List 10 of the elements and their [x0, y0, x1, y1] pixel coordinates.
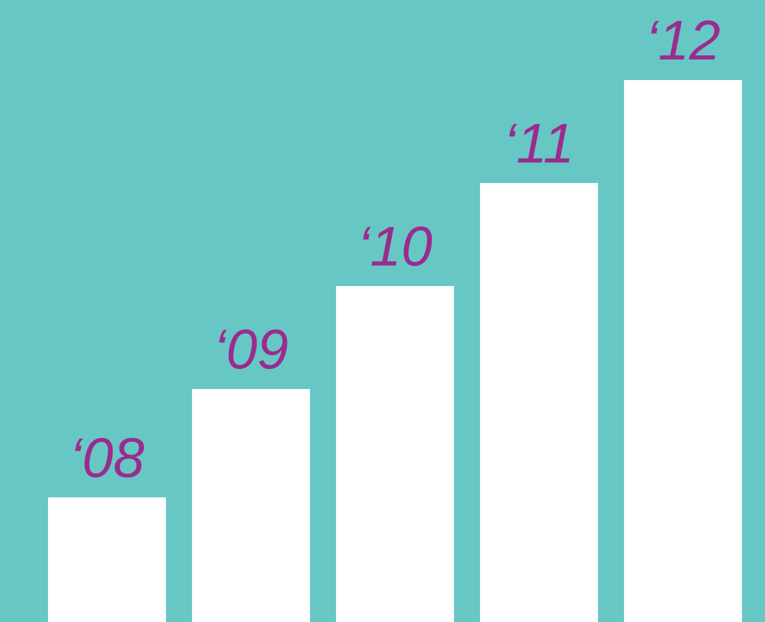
bar — [192, 388, 310, 622]
x-tick-label: ‘10 — [358, 214, 432, 278]
x-tick-label: ‘12 — [646, 8, 720, 72]
x-tick-label: ‘11 — [504, 111, 574, 174]
x-tick-label: ‘09 — [214, 317, 288, 380]
bar — [624, 80, 742, 622]
bar — [480, 182, 598, 622]
bar — [48, 497, 166, 622]
bar — [336, 286, 454, 622]
x-tick-label: ‘08 — [70, 426, 144, 489]
